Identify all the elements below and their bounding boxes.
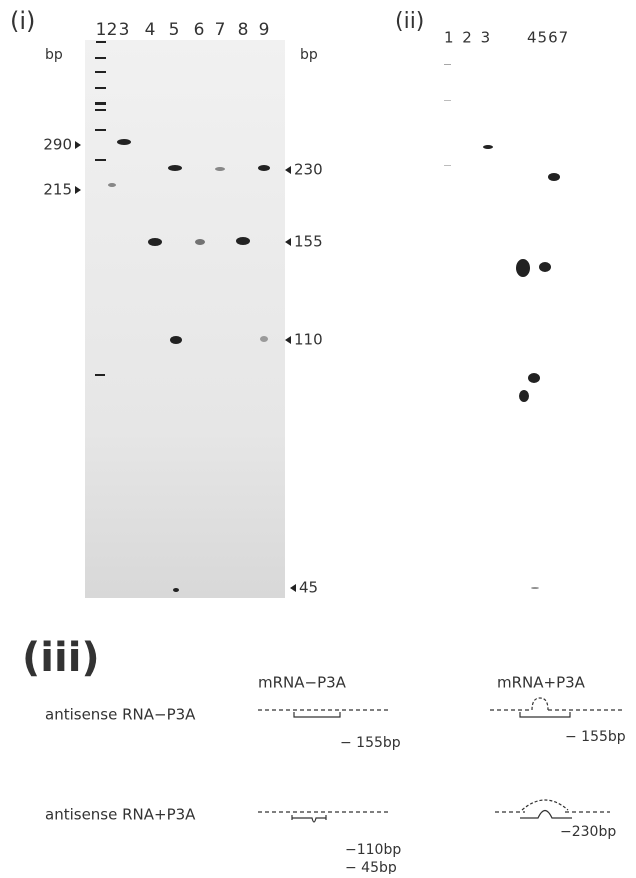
hybrid-diagrams <box>258 697 625 823</box>
lane-label: 7 <box>215 20 226 40</box>
marker-arrows <box>75 141 296 592</box>
annotation: − 45bp <box>345 860 397 874</box>
lane-label: 6 <box>194 20 205 40</box>
annotation: −110bp <box>345 842 401 858</box>
lane-label: 4 <box>145 20 156 40</box>
row-label: antisense RNA−P3A <box>45 706 196 724</box>
annotation: − 155bp <box>565 729 626 745</box>
annotation: − 155bp <box>340 735 401 751</box>
marker-label: 230 <box>294 161 323 179</box>
unit: bp <box>300 47 318 63</box>
lane-label: 3 <box>119 20 130 40</box>
gel-i <box>85 40 285 598</box>
panel-label: (i) <box>10 7 35 35</box>
unit: bp <box>45 47 63 63</box>
column-header: mRNA−P3A <box>258 674 347 692</box>
lane-label: 5 <box>169 20 180 40</box>
column-header: mRNA+P3A <box>497 674 586 692</box>
row-label: antisense RNA+P3A <box>45 806 196 824</box>
panel-label: (ii) <box>395 9 424 34</box>
lane-label: 9 <box>259 20 270 40</box>
marker-label: 290 <box>43 136 72 154</box>
bands-ii <box>444 64 560 589</box>
lane-labels: 4567 <box>527 29 569 47</box>
marker-label: 45 <box>299 579 318 597</box>
annotation: −230bp <box>560 824 616 840</box>
lane-label: 8 <box>238 20 249 40</box>
bands-i <box>95 41 270 592</box>
marker-label: 215 <box>43 181 72 199</box>
marker-label: 155 <box>294 233 323 251</box>
lane-labels: 1 2 3 <box>444 29 492 47</box>
lane-label: 2 <box>107 20 118 40</box>
panel-label: (iii) <box>22 635 100 681</box>
lane-label: 1 <box>96 20 107 40</box>
marker-label: 110 <box>294 331 323 349</box>
